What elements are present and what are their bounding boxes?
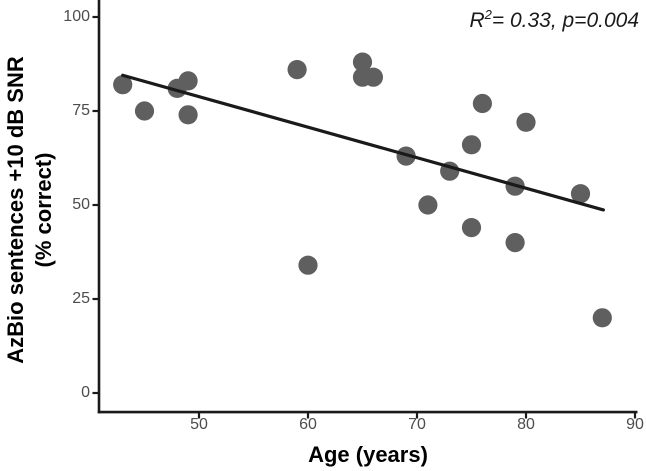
x-tick-label: 80: [517, 416, 535, 433]
y-tick-label: 25: [72, 290, 90, 307]
x-tick-label: 70: [408, 416, 426, 433]
y-tick-label: 100: [63, 8, 90, 25]
fit-line: [121, 73, 606, 212]
data-point: [113, 75, 133, 95]
annotation-r: R: [469, 9, 485, 32]
y-tick-label: 75: [72, 102, 90, 119]
axes: [92, 0, 638, 419]
data-point: [287, 60, 307, 80]
data-point: [505, 233, 525, 253]
y-tick-label: 50: [72, 196, 90, 213]
data-point: [363, 67, 383, 87]
data-point: [178, 105, 198, 125]
data-point: [178, 71, 198, 91]
x-tick-label: 50: [190, 416, 208, 433]
y-tick-label: 0: [81, 384, 90, 401]
regression-line: [121, 73, 606, 212]
data-point: [472, 93, 492, 114]
data-point: [134, 101, 155, 121]
annotation-sup: 2: [484, 7, 492, 22]
y-axis-title-line1: AzBio sentences +10 dB SNR: [3, 56, 28, 364]
data-point: [592, 308, 612, 328]
stats-annotation: R2= 0.33, p=0.004: [469, 1, 639, 34]
scatter-points: [113, 52, 612, 328]
data-point: [570, 184, 591, 204]
data-point: [418, 195, 438, 215]
data-point: [461, 218, 482, 238]
annotation-rest: = 0.33, p=0.004: [491, 9, 639, 32]
data-point: [461, 135, 482, 155]
x-tick-label: 60: [299, 416, 317, 433]
x-tick-label: 90: [626, 416, 644, 433]
data-point: [298, 255, 318, 275]
data-point: [516, 112, 536, 132]
x-axis-title: Age (years): [308, 442, 428, 467]
data-point: [352, 52, 373, 72]
